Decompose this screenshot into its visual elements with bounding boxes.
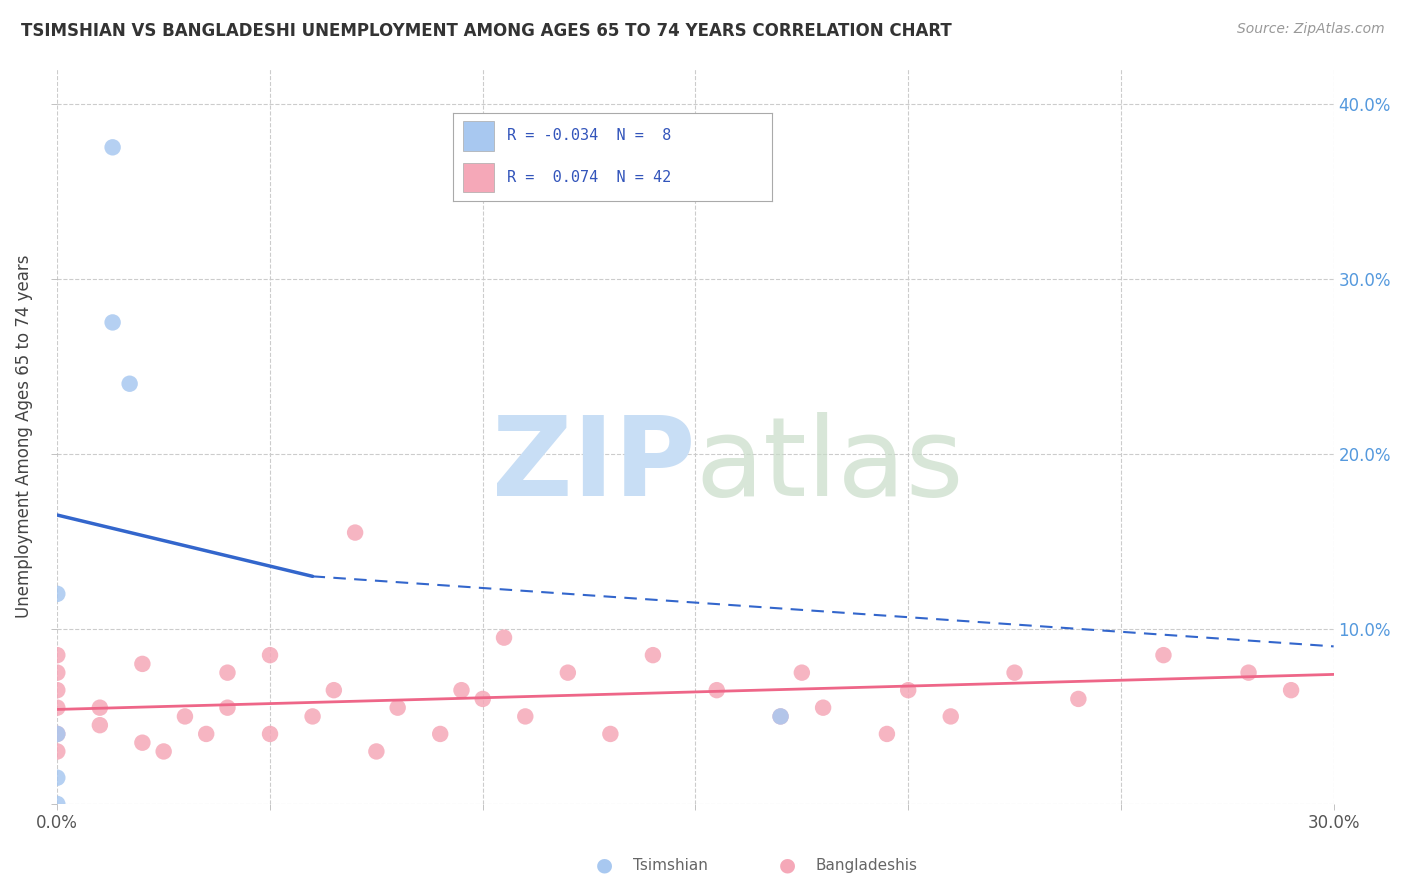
Point <box>1152 648 1174 662</box>
Point <box>46 744 69 758</box>
Text: ●: ● <box>779 855 796 875</box>
Point <box>46 700 69 714</box>
Point <box>101 140 124 154</box>
Text: atlas: atlas <box>696 412 965 519</box>
Point <box>366 744 388 758</box>
Point <box>1237 665 1260 680</box>
Point <box>876 727 898 741</box>
Point <box>46 771 69 785</box>
Point <box>1067 692 1090 706</box>
Point <box>939 709 962 723</box>
Point <box>217 700 239 714</box>
Point <box>471 692 494 706</box>
Point <box>641 648 664 662</box>
Point <box>769 709 792 723</box>
Point <box>259 648 281 662</box>
Point <box>769 709 792 723</box>
Point <box>174 709 197 723</box>
Point <box>450 683 472 698</box>
Point <box>46 683 69 698</box>
Point <box>515 709 537 723</box>
Text: Source: ZipAtlas.com: Source: ZipAtlas.com <box>1237 22 1385 37</box>
Point <box>46 727 69 741</box>
Point <box>101 315 124 329</box>
Point <box>811 700 834 714</box>
Text: Bangladeshis: Bangladeshis <box>815 858 918 872</box>
Point <box>429 727 451 741</box>
Text: TSIMSHIAN VS BANGLADESHI UNEMPLOYMENT AMONG AGES 65 TO 74 YEARS CORRELATION CHAR: TSIMSHIAN VS BANGLADESHI UNEMPLOYMENT AM… <box>21 22 952 40</box>
Point <box>89 718 111 732</box>
Point <box>301 709 323 723</box>
Point <box>195 727 218 741</box>
Point <box>1004 665 1026 680</box>
Point <box>46 648 69 662</box>
Point <box>706 683 728 698</box>
Point <box>322 683 344 698</box>
Point <box>344 525 367 540</box>
Point <box>897 683 920 698</box>
Point <box>46 587 69 601</box>
Point <box>259 727 281 741</box>
Point <box>118 376 141 391</box>
Point <box>46 727 69 741</box>
Point <box>152 744 174 758</box>
Point <box>131 657 153 671</box>
Point <box>131 736 153 750</box>
Point <box>790 665 813 680</box>
Text: Tsimshian: Tsimshian <box>633 858 707 872</box>
Point <box>557 665 579 680</box>
Text: ●: ● <box>596 855 613 875</box>
Text: ZIP: ZIP <box>492 412 696 519</box>
Point <box>217 665 239 680</box>
Point <box>89 700 111 714</box>
Y-axis label: Unemployment Among Ages 65 to 74 years: Unemployment Among Ages 65 to 74 years <box>15 254 32 618</box>
Point <box>387 700 409 714</box>
Point <box>46 797 69 811</box>
Point <box>46 665 69 680</box>
Point <box>492 631 515 645</box>
Point <box>1279 683 1302 698</box>
Point <box>599 727 621 741</box>
